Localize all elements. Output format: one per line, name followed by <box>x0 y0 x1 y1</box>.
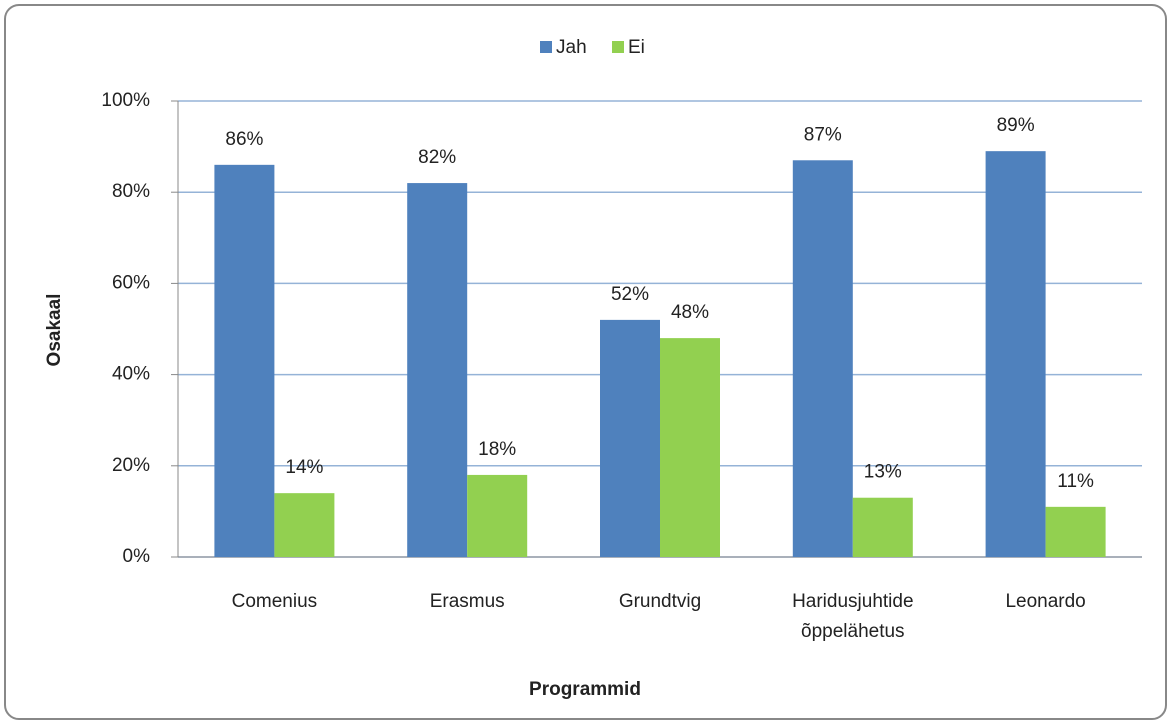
data-label: 86% <box>225 129 263 150</box>
bar <box>600 319 660 557</box>
data-label: 52% <box>611 284 649 305</box>
x-tick-label: Grundtvig <box>618 591 702 612</box>
bar <box>407 183 468 557</box>
y-tick-label: 40% <box>112 364 150 385</box>
data-label: 13% <box>864 462 902 483</box>
data-label: 18% <box>478 439 516 460</box>
data-label: 14% <box>285 457 323 478</box>
bar <box>660 338 720 557</box>
legend-swatch <box>612 41 624 53</box>
data-label: 48% <box>671 302 709 323</box>
data-label: 11% <box>1057 471 1094 492</box>
x-tick-label: Haridusjuhtide õppelähetus <box>792 591 914 642</box>
data-label: 89% <box>997 115 1035 136</box>
legend-label: Jah <box>556 37 587 58</box>
y-tick-label: 100% <box>101 90 150 111</box>
y-axis-title: Osakaal <box>44 294 65 367</box>
x-axis-title: Programmid <box>529 679 641 700</box>
y-tick-label: 0% <box>123 546 151 567</box>
y-tick-label: 20% <box>112 455 150 476</box>
legend-label: Ei <box>628 37 645 58</box>
x-tick-label: Leonardo <box>1005 591 1086 612</box>
x-tick-label: Comenius <box>231 591 318 612</box>
bar <box>274 493 335 557</box>
bar <box>214 164 275 557</box>
bar <box>985 151 1046 557</box>
data-label: 82% <box>418 147 456 168</box>
bar <box>467 474 528 557</box>
x-tick-label: Erasmus <box>429 591 505 612</box>
data-label: 87% <box>804 124 842 145</box>
legend-swatch <box>540 41 552 53</box>
bar <box>1045 506 1106 557</box>
y-tick-label: 60% <box>112 272 150 293</box>
y-tick-label: 80% <box>112 181 150 202</box>
bar <box>792 160 853 557</box>
bar <box>852 497 913 557</box>
